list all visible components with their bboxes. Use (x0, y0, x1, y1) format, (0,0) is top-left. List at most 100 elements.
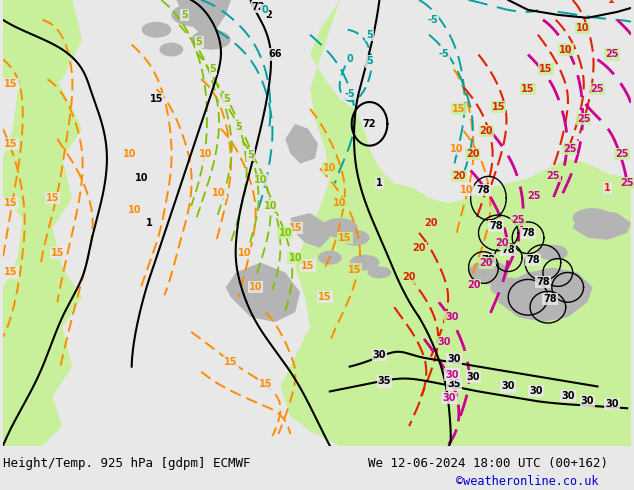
Text: 20: 20 (424, 218, 437, 228)
Text: 10: 10 (450, 144, 463, 154)
Text: 78: 78 (543, 294, 557, 304)
Text: 5: 5 (223, 94, 230, 104)
Text: 25: 25 (577, 114, 590, 124)
Polygon shape (285, 124, 318, 164)
Text: 25: 25 (546, 172, 560, 181)
Text: 30: 30 (445, 312, 458, 322)
Text: 72: 72 (252, 2, 265, 12)
Text: 10: 10 (135, 173, 148, 183)
Text: 10: 10 (288, 253, 302, 263)
Ellipse shape (171, 3, 221, 27)
Text: 15: 15 (4, 139, 18, 148)
Text: 10: 10 (238, 247, 252, 258)
Text: 5: 5 (366, 56, 373, 67)
Text: 30: 30 (605, 399, 619, 409)
Text: 0: 0 (261, 5, 268, 15)
Text: 15: 15 (51, 247, 64, 258)
Text: 25: 25 (512, 215, 525, 225)
Text: 15: 15 (452, 104, 465, 114)
Text: 30: 30 (581, 396, 594, 406)
Text: 15: 15 (46, 193, 59, 203)
Text: -5: -5 (344, 89, 355, 99)
Text: 20: 20 (496, 238, 509, 248)
Text: 15: 15 (4, 198, 18, 208)
Ellipse shape (538, 245, 567, 261)
Text: 15: 15 (224, 357, 238, 367)
Text: 78: 78 (477, 185, 490, 195)
Text: 10: 10 (212, 188, 226, 198)
Text: 15: 15 (318, 292, 332, 302)
Polygon shape (290, 213, 330, 248)
Text: 15: 15 (539, 64, 553, 74)
Text: 78: 78 (521, 228, 535, 238)
Text: 30: 30 (529, 387, 543, 396)
Text: 78: 78 (489, 221, 503, 231)
Text: 20: 20 (480, 258, 493, 268)
Text: 10: 10 (323, 164, 337, 173)
Text: 15: 15 (338, 233, 351, 243)
Text: ©weatheronline.co.uk: ©weatheronline.co.uk (456, 475, 599, 488)
Text: 2: 2 (265, 10, 272, 20)
Text: 5: 5 (247, 149, 254, 160)
Text: 15: 15 (150, 94, 163, 104)
Polygon shape (280, 0, 631, 446)
Text: 1: 1 (146, 218, 153, 228)
Text: 25: 25 (563, 144, 576, 154)
Text: 0: 0 (346, 54, 353, 65)
Text: 5: 5 (196, 37, 202, 47)
Text: Height/Temp. 925 hPa [gdpm] ECMWF: Height/Temp. 925 hPa [gdpm] ECMWF (3, 457, 250, 469)
Text: 15: 15 (4, 79, 18, 89)
Text: 25: 25 (616, 148, 629, 159)
Text: 78: 78 (526, 255, 540, 265)
Polygon shape (498, 268, 592, 322)
Text: 10: 10 (264, 201, 277, 211)
Text: 10: 10 (128, 205, 141, 215)
Text: 10: 10 (576, 23, 590, 33)
Text: 20: 20 (403, 272, 416, 282)
Text: 10: 10 (254, 175, 268, 185)
Text: 5: 5 (235, 122, 242, 132)
Text: 1: 1 (376, 178, 383, 188)
Ellipse shape (491, 277, 526, 297)
Text: 25: 25 (591, 84, 604, 94)
Text: 10: 10 (460, 185, 474, 195)
Text: 5: 5 (210, 64, 216, 74)
Text: 30: 30 (373, 350, 386, 360)
Ellipse shape (318, 251, 342, 265)
Text: 10: 10 (333, 198, 347, 208)
Text: 20: 20 (412, 243, 426, 253)
Text: 78: 78 (501, 245, 515, 255)
Ellipse shape (191, 30, 231, 49)
Text: 20: 20 (452, 172, 465, 181)
Ellipse shape (159, 43, 183, 56)
Ellipse shape (350, 255, 379, 270)
Text: -5: -5 (427, 15, 438, 25)
Text: 15: 15 (301, 261, 315, 270)
Text: 30: 30 (467, 371, 481, 382)
Text: 20: 20 (467, 280, 481, 291)
Polygon shape (226, 263, 300, 322)
Text: 25: 25 (527, 191, 541, 201)
Text: 78: 78 (536, 277, 550, 288)
Text: 1: 1 (608, 0, 615, 5)
Ellipse shape (141, 22, 171, 38)
Text: 10: 10 (199, 148, 213, 159)
Text: 15: 15 (521, 84, 535, 94)
Ellipse shape (469, 261, 508, 284)
Text: 30: 30 (442, 393, 456, 403)
Text: 78: 78 (482, 255, 495, 265)
Text: 15: 15 (259, 379, 272, 390)
Ellipse shape (368, 267, 391, 278)
Text: 5: 5 (366, 30, 373, 40)
Text: 35: 35 (378, 376, 391, 387)
Text: 5: 5 (181, 10, 188, 20)
Text: 10: 10 (559, 45, 573, 54)
Text: 30: 30 (445, 369, 458, 380)
Text: 15: 15 (348, 265, 361, 274)
Polygon shape (176, 0, 231, 35)
Text: 30: 30 (561, 392, 574, 401)
Text: 15: 15 (288, 223, 302, 233)
Ellipse shape (573, 208, 612, 228)
Text: 72: 72 (363, 119, 376, 129)
Text: 30: 30 (437, 337, 451, 347)
